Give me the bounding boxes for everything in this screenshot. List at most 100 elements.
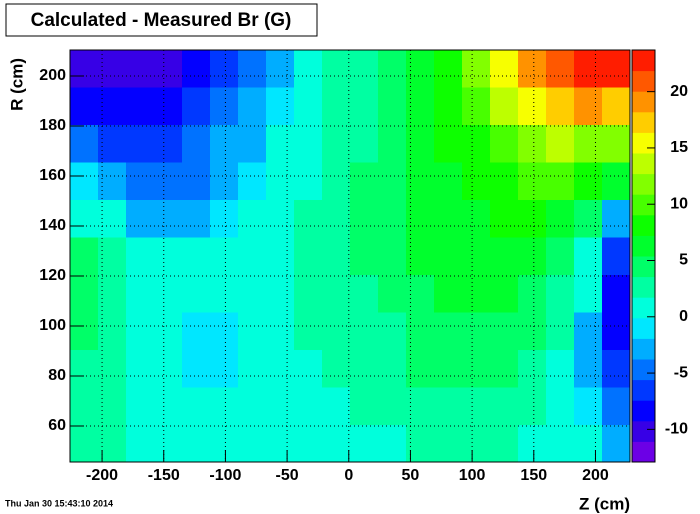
heatmap-cell [462,274,491,313]
heatmap-cell [490,124,519,163]
heatmap-cell [462,312,491,350]
heatmap-cell [518,87,547,125]
heatmap-cell [210,274,239,313]
heatmap-cell [518,387,547,425]
color-bar-band [632,70,655,92]
heatmap-cell [266,87,295,125]
heatmap-cell [434,349,463,388]
heatmap-cell [574,274,603,313]
heatmap-cell [126,349,155,388]
heatmap-cell [518,349,547,388]
heatmap-cell [322,274,351,313]
heatmap-cell [602,237,631,275]
heatmap-cell [182,50,211,88]
heatmap-cell [434,87,463,125]
heatmap-cell [238,87,267,125]
heatmap-cell [126,199,155,238]
heatmap-cell [98,162,127,200]
heatmap-cell [434,50,463,88]
heatmap-cell [294,50,323,88]
heatmap-cell [154,162,183,200]
heatmap-cell [266,349,295,388]
heatmap-cell [602,124,631,163]
heatmap-cell [574,50,603,88]
chart-title: Calculated - Measured Br (G) [31,10,292,31]
x-tick-label: 200 [582,467,609,484]
heatmap-cell [238,312,267,350]
heatmap-cell [518,237,547,275]
heatmap-cell [210,50,239,88]
heatmap-cell [574,162,603,200]
heatmap-cell [350,199,379,238]
heatmap-cell [70,162,99,200]
heatmap-cell [546,424,575,463]
heatmap-cell [98,50,127,88]
x-tick-label: -150 [148,467,180,484]
heatmap-cell [406,349,435,388]
heatmap-cell [350,424,379,463]
heatmap-cell [434,312,463,350]
heatmap-cell [378,124,407,163]
heatmap-cell [126,162,155,200]
heatmap-cell [462,50,491,88]
heatmap-cell [294,274,323,313]
heatmap-cell [490,349,519,388]
color-bar-band [632,317,655,339]
heatmap-cell [462,387,491,425]
heatmap-cell [126,424,155,463]
heatmap-cell [210,312,239,350]
y-tick-label: 180 [39,117,66,134]
color-bar-band [632,153,655,175]
color-bar-band [632,132,655,154]
heatmap-cell [182,349,211,388]
heatmap-cell [602,387,631,425]
heatmap-cell [98,274,127,313]
heatmap-cell [294,237,323,275]
heatmap-cell [266,124,295,163]
heatmap-cell [518,312,547,350]
heatmap-cell [210,387,239,425]
heatmap-cell [294,87,323,125]
heatmap-cell [210,424,239,463]
heatmap-cell [602,162,631,200]
heatmap-cell [574,124,603,163]
heatmap-cell [406,162,435,200]
heatmap-cell [294,162,323,200]
x-tick-label: 100 [459,467,486,484]
heatmap-cell [70,199,99,238]
heatmap-cell [182,312,211,350]
heatmap-cell [434,199,463,238]
heatmap-cell [602,199,631,238]
heatmap-cell [546,124,575,163]
heatmap-cell [126,312,155,350]
color-bar-band [632,50,655,72]
heatmap-cell [434,237,463,275]
heatmap-cell [266,237,295,275]
heatmap-cell [546,312,575,350]
heatmap-cell [574,312,603,350]
heatmap-cell [434,274,463,313]
heatmap-cell [182,237,211,275]
heatmap-cell [98,312,127,350]
heatmap-cell [98,124,127,163]
y-tick-label: 160 [39,167,66,184]
timestamp: Thu Jan 30 15:43:10 2014 [5,498,113,508]
heatmap-cell [462,349,491,388]
color-bar-band [632,338,655,360]
y-tick-label: 200 [39,67,66,84]
x-tick-label: -200 [86,467,118,484]
heatmap-cell [266,162,295,200]
heatmap-cell [238,274,267,313]
heatmap-cell [266,50,295,88]
heatmap-cell [378,162,407,200]
heatmap-cell [322,312,351,350]
heatmap-cell [238,162,267,200]
heatmap-cell [154,312,183,350]
heatmap-cell [490,50,519,88]
heatmap-cell [350,50,379,88]
heatmap-cell [126,50,155,88]
heatmap-cell [126,237,155,275]
heatmap-cell [294,199,323,238]
heatmap-cell [182,274,211,313]
heatmap-cell [518,424,547,463]
